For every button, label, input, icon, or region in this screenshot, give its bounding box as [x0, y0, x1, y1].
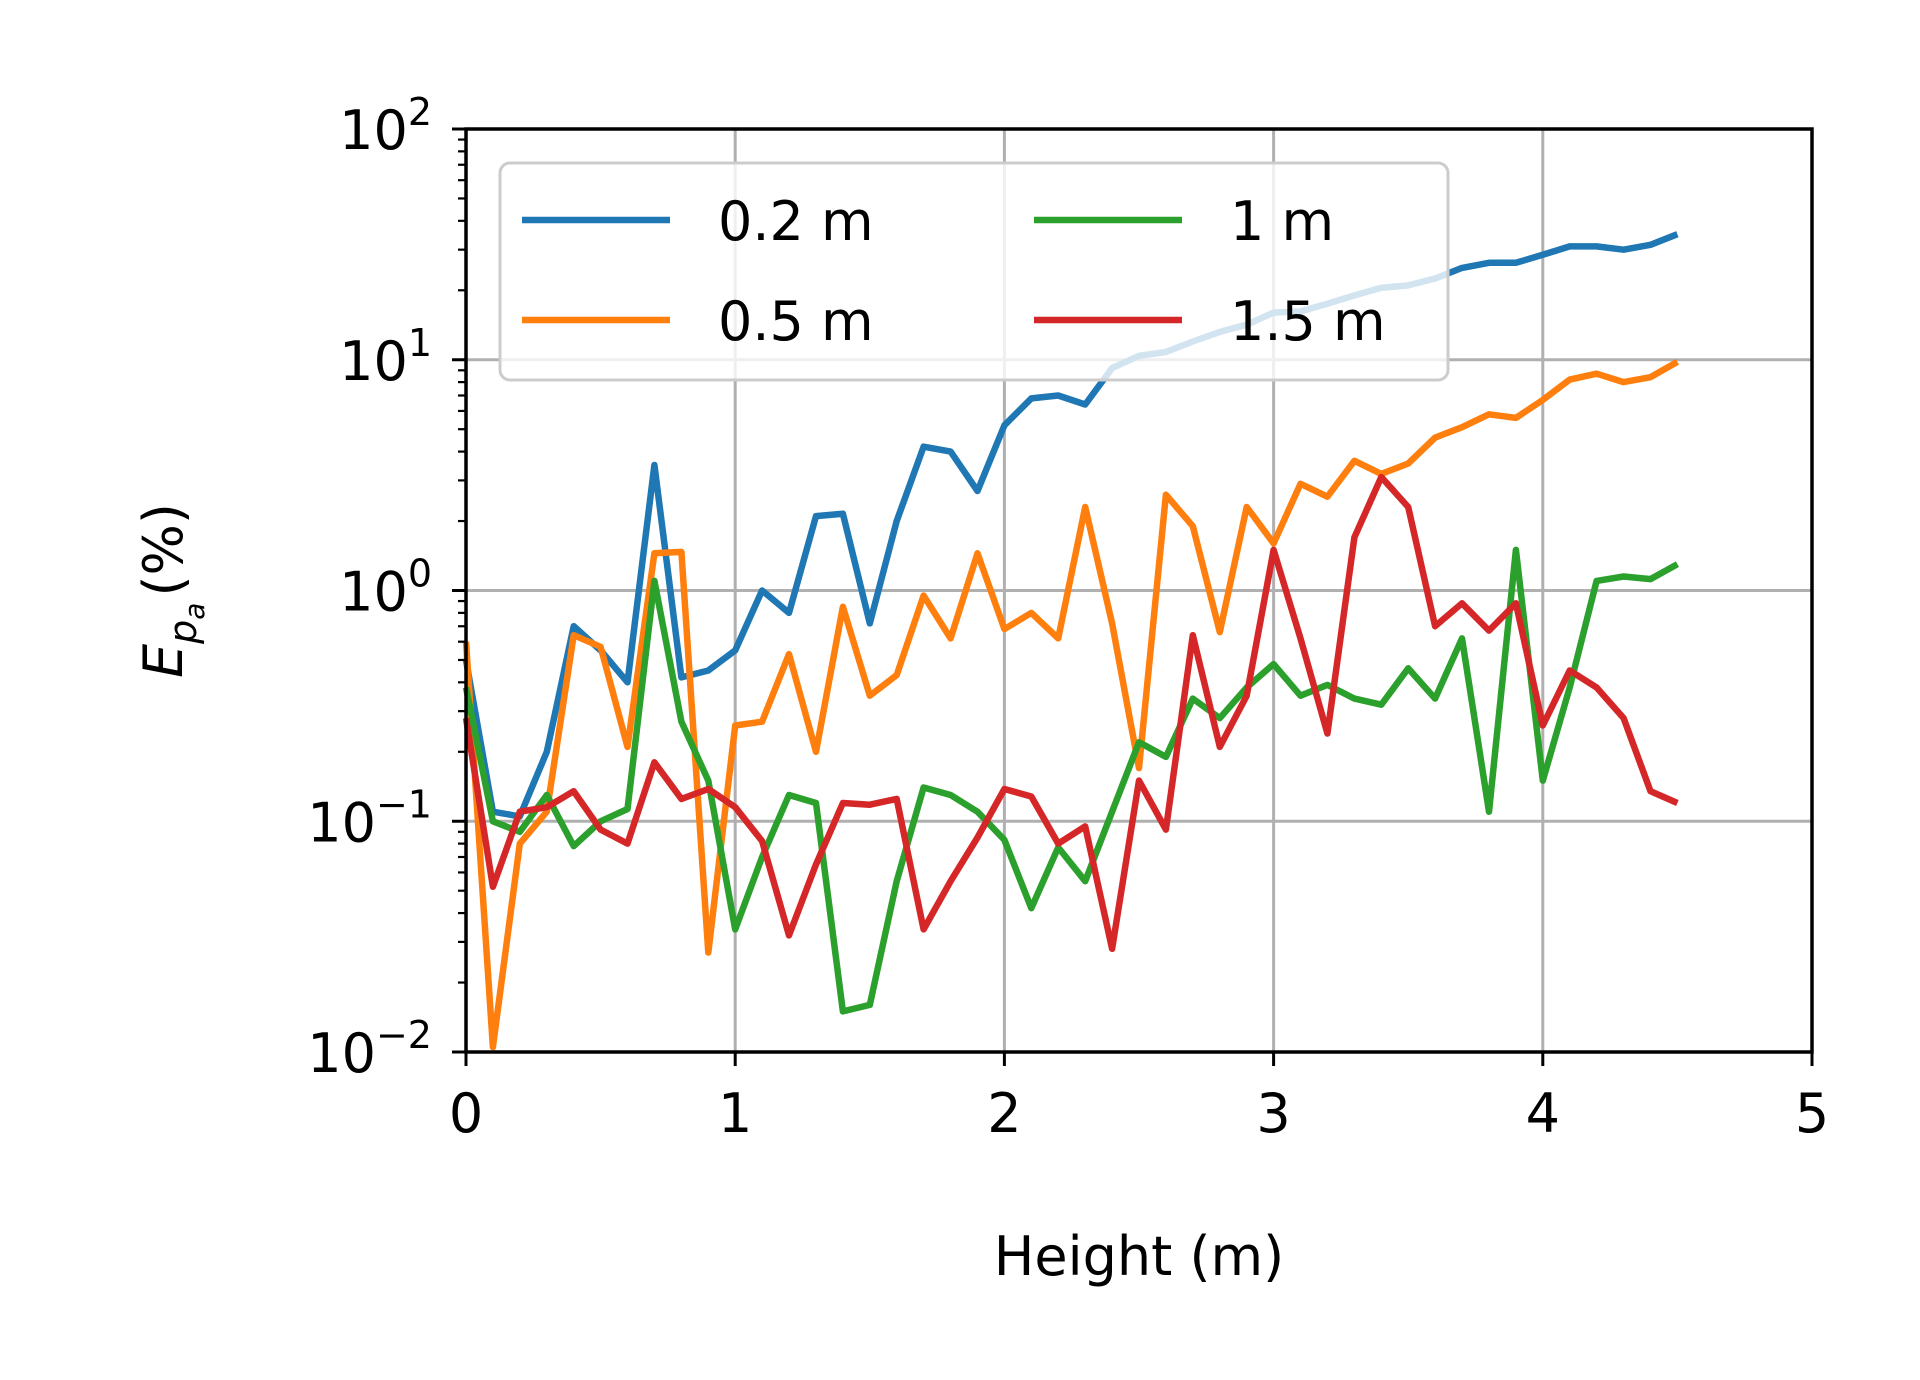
y-tick-label-exp-4: 2 — [408, 90, 432, 134]
legend-label-0: 0.2 m — [718, 190, 874, 253]
y-tick-label-1: 10−1 — [307, 782, 432, 854]
y-tick-label-exp-2: 0 — [408, 552, 432, 596]
x-tick-label-5: 5 — [1795, 1082, 1829, 1145]
y-axis-label: Epa (%) — [132, 503, 211, 678]
y-axis-label-subsub: a — [178, 603, 211, 620]
y-tick-label-exp-1: −1 — [376, 782, 432, 826]
series-line-3 — [462, 473, 1679, 953]
y-tick-label-base-2: 10 — [339, 561, 408, 624]
legend-label-2: 1 m — [1230, 190, 1334, 253]
x-tick-label-2: 2 — [987, 1082, 1021, 1145]
x-axis-label: Height (m) — [994, 1225, 1284, 1288]
y-tick-label-4: 102 — [339, 90, 432, 162]
y-tick-label-0: 10−2 — [307, 1013, 432, 1085]
y-tick-label-base-1: 10 — [307, 791, 376, 854]
y-axis-label-suffix: (%) — [132, 503, 195, 596]
y-tick-label-exp-0: −2 — [376, 1013, 432, 1057]
y-tick-label-base-0: 10 — [307, 1022, 376, 1085]
x-tick-label-1: 1 — [718, 1082, 752, 1145]
y-tick-label-base-4: 10 — [339, 99, 408, 162]
y-axis-label-sub: p — [161, 620, 205, 645]
x-tick-label-0: 0 — [449, 1082, 483, 1145]
y-axis-label-main: E — [132, 643, 195, 678]
x-tick-label-4: 4 — [1526, 1082, 1560, 1145]
series-line-1 — [462, 358, 1680, 1051]
legend-box — [498, 161, 1450, 382]
series-line-2 — [462, 546, 1679, 1015]
y-tick-label-3: 101 — [339, 321, 432, 393]
series-line-0 — [462, 231, 1679, 820]
legend-label-1: 0.5 m — [718, 290, 874, 353]
series-layer — [462, 231, 1680, 1051]
y-tick-label-exp-3: 1 — [408, 321, 432, 365]
y-tick-label-2: 100 — [339, 552, 432, 624]
y-tick-label-base-3: 10 — [339, 330, 408, 393]
legend: 0.2 m 0.5 m 1 m 1.5 m — [498, 161, 1450, 382]
x-tick-label-3: 3 — [1256, 1082, 1290, 1145]
x-axis-ticks: 0 1 2 3 4 5 — [449, 1052, 1829, 1145]
legend-label-3: 1.5 m — [1230, 290, 1386, 353]
